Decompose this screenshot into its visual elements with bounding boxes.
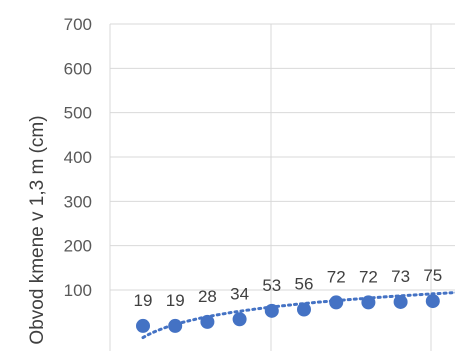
data-points [136,294,440,333]
data-point-9 [393,294,408,309]
data-label-2: 19 [166,291,185,310]
data-point-8 [361,295,376,310]
data-point-4 [232,312,247,327]
data-label-8: 72 [359,267,378,286]
data-point-3 [200,314,215,329]
data-label-4: 34 [230,284,249,303]
data-point-6 [297,302,311,317]
y-tick-label: 600 [64,59,92,78]
data-label-6: 56 [295,275,314,294]
data-point-1 [136,318,150,333]
y-tick-label: 400 [64,148,92,167]
y-tick-label: 500 [64,104,92,123]
data-label-9: 73 [391,267,410,286]
data-labels: 191928345356727273751 [134,266,443,310]
data-point-2 [168,318,183,333]
data-label-7: 72 [327,267,346,286]
y-tick-label: 200 [64,237,92,256]
data-label-1: 19 [134,291,153,310]
data-label-5: 53 [262,276,281,295]
data-point-7 [329,295,344,310]
data-point-5 [264,303,279,318]
y-tick-label: 100 [64,281,92,300]
y-axis-label: Obvod kmene v 1,3 m (cm) [27,115,48,344]
data-label-3: 28 [198,287,217,306]
data-point-10 [425,294,440,309]
y-tick-label: 700 [64,15,92,34]
y-axis-ticks: 100 200 300 400 500 600 700 [64,15,92,300]
data-label-10: 75 [423,266,442,285]
y-tick-label: 300 [64,192,92,211]
